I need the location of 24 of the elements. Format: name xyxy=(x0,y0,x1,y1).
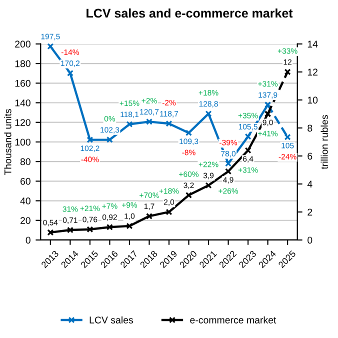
y-tick-label: 0 xyxy=(26,236,30,244)
y-tick-label: 140 xyxy=(15,99,30,106)
y2-tick-label: 6 xyxy=(308,152,312,160)
y-tick-label: 160 xyxy=(15,80,30,87)
y2-tick-label: 2 xyxy=(308,208,312,216)
legend-label: e-commerce market xyxy=(190,316,276,324)
y2-tick-label: 12 xyxy=(308,68,318,76)
y2-tick-label: 8 xyxy=(308,124,312,132)
y-tick-label: 60 xyxy=(20,178,30,185)
y2-tick-label: 10 xyxy=(308,96,318,104)
chart-title: LCV sales and e-commerce market xyxy=(86,8,293,18)
y-tick-label: 80 xyxy=(20,158,30,166)
y-tick-label: 20 xyxy=(20,217,30,224)
y-tick-label: 200 xyxy=(15,40,30,48)
y-axis-title: Thousand units xyxy=(4,109,12,175)
y-tick-label: 120 xyxy=(15,119,30,126)
y-tick-label: 100 xyxy=(15,138,30,146)
y-tick-label: 180 xyxy=(15,60,30,68)
y2-tick-label: 0 xyxy=(308,236,312,244)
y2-tick-label: 14 xyxy=(308,40,318,48)
legend-label: LCV sales xyxy=(90,316,134,324)
y2-tick-label: 4 xyxy=(307,180,312,188)
y-tick-label: 40 xyxy=(20,198,30,204)
y2-axis-title: trillion rubles xyxy=(320,115,328,170)
